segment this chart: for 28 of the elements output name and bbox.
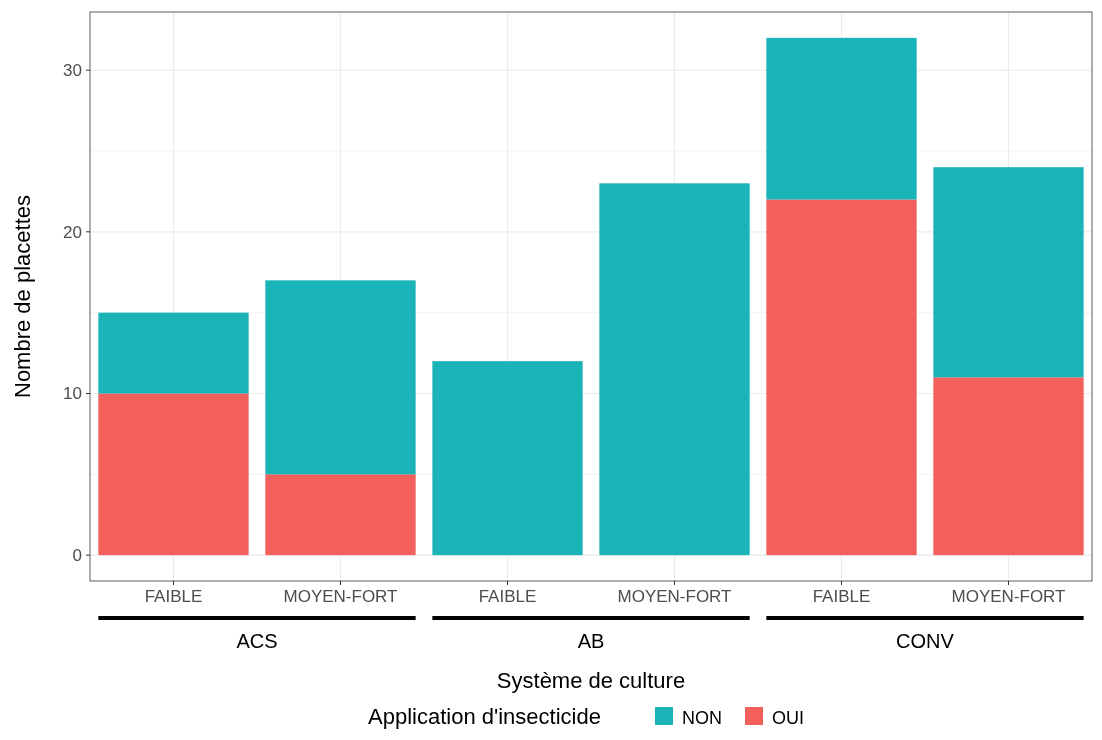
x-tick-label: FAIBLE <box>144 587 203 606</box>
bar <box>933 377 1084 556</box>
bar <box>265 280 416 475</box>
y-tick-label: 20 <box>63 222 82 242</box>
y-axis-title: Nombre de placettes <box>10 195 35 398</box>
x-tick-label: MOYEN-FORT <box>951 587 1066 606</box>
text: ACS <box>236 630 278 652</box>
x-tick-label: MOYEN-FORT <box>283 587 398 606</box>
legend-label: NON <box>682 708 722 728</box>
bar <box>98 312 249 394</box>
text: AB <box>577 630 605 652</box>
y-tick-label: 10 <box>63 384 82 404</box>
x-tick-label: FAIBLE <box>812 587 871 606</box>
bar <box>766 37 917 200</box>
y-tick-label: 0 <box>72 546 82 566</box>
legend-title: Application d'insecticide <box>368 704 601 729</box>
bar <box>98 393 249 556</box>
bar <box>599 183 750 556</box>
x-axis-title: Système de culture <box>496 668 686 693</box>
x-tick-label: FAIBLE <box>478 587 537 606</box>
x-tick-label: MOYEN-FORT <box>617 587 732 606</box>
bar <box>265 474 416 556</box>
bar <box>766 199 917 556</box>
text: CONV <box>896 630 955 652</box>
y-tick-label: 30 <box>63 61 82 81</box>
bar <box>933 167 1084 378</box>
legend-label: OUI <box>772 708 805 728</box>
bar <box>432 361 583 556</box>
